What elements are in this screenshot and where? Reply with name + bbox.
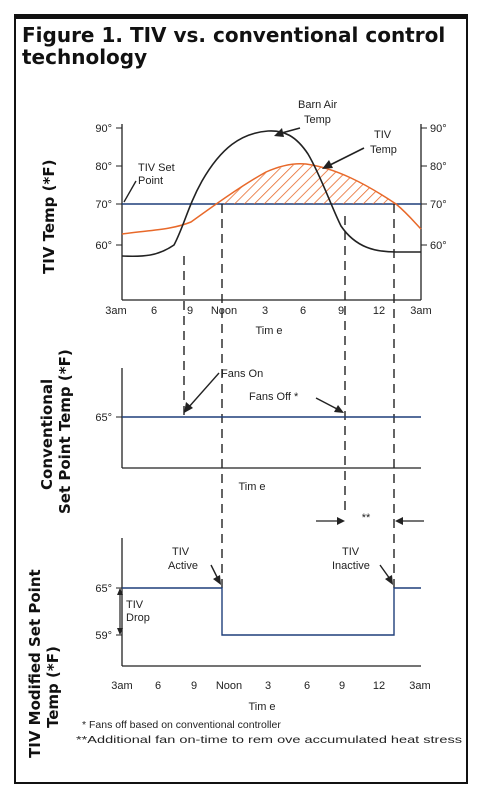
ann-fans-on-arrow [187,372,220,409]
p1-ytick-60-right: 60° [430,240,447,252]
top-rule [16,16,466,19]
p1-xtick-3am: 3am [105,305,126,317]
p3-xtick-6pm: 6 [304,680,310,692]
footnote-2: **Additional fan on-time to rem ove accu… [76,734,462,746]
p3-xtick-12: 12 [373,680,385,692]
p3-ytick-59: 59° [95,630,112,642]
tiv-temp-curve [121,162,422,235]
ann-tiv-active-2: Active [168,560,198,572]
p1-xtick-9: 9 [187,305,193,317]
p1-xtick-3am-end: 3am [410,305,431,317]
p1-xtick-6: 6 [151,305,157,317]
ann-tiv-temp-1: TIV [374,129,392,141]
p3-xtick-3am-end: 3am [409,680,430,692]
p2-ylabel-1: Conventional [38,379,56,490]
p1-ytick-60-left: 60° [95,240,112,252]
p1-xlabel: Tim e [255,325,282,337]
ann-tiv-arrowhead [322,160,333,169]
tiv-drop-1: TIV [126,599,144,611]
p1-ytick-90-right: 90° [430,123,447,135]
p3-setpoint-profile [122,587,421,636]
p3-xticks: 3am 6 9 Noon 3 6 9 12 3am [111,680,430,692]
ann-tiv-active-1: TIV [172,546,190,558]
p1-yticks-left: 90° 80° 70° 60° [95,123,122,252]
p3-xtick-6: 6 [155,680,161,692]
ann-barn-air-2: Temp [304,114,331,126]
p1-xtick-6pm: 6 [300,305,306,317]
ann-barn-arrowhead [274,128,284,137]
tiv-excess-hatch [216,164,396,204]
ann-tiv-arrow [327,147,365,167]
p1-yticks-right: 90° 80° 70° 60° [421,123,447,252]
barn-air-temp-curve [121,130,421,258]
p1-ytick-90-left: 90° [95,123,112,135]
footnote-1: * Fans off based on conventional control… [82,719,281,731]
p2-ytick-65: 65° [95,412,112,424]
p1-xtick-12: 12 [373,305,385,317]
p1-ytick-70-left: 70° [95,199,112,211]
ann-fans-off-arrow [315,397,340,411]
panel-tiv-modified: 65° 59° TIV Drop TIV Active TIV Inactive… [26,538,431,758]
figure-title: Figure 1. TIV vs. conventional control t… [22,23,446,69]
ann-setpoint-arrow [123,180,137,203]
dashed-guides [183,204,395,591]
ann-fans-on: Fans On [221,368,263,380]
p2-xlabel: Tim e [238,481,265,493]
figure-frame: Figure 1. TIV vs. conventional control t… [14,14,468,784]
p3-xlabel: Tim e [248,701,275,713]
p3-ytick-65: 65° [95,583,112,595]
ann-tiv-inactive-2: Inactive [332,560,370,572]
diagram-canvas: 90° 80° 70° 60° 90° 80° 70° 60° 3am 6 9 [26,99,462,758]
p1-ytick-80-left: 80° [95,161,112,173]
p3-ylabel-1: TIV Modified Set Point [26,569,44,758]
p1-xtick-3: 3 [262,305,268,317]
panel-conventional: 65° Fans On Fans Off * Tim e Conventiona… [38,349,424,525]
panel-tiv-temp: 90° 80° 70° 60° 90° 80° 70° 60° 3am 6 9 [40,99,447,337]
ann-barn-air-1: Barn Air [298,99,337,111]
ann-setpoint-1: TIV Set [138,162,175,174]
tiv-drop-2: Drop [126,612,150,624]
p1-ytick-80-right: 80° [430,161,447,173]
ann-tiv-inactive-1: TIV [342,546,360,558]
p1-xtick-noon: Noon [211,305,237,317]
p3-xtick-9: 9 [191,680,197,692]
p3-ylabel-2: Temp (*F) [44,646,62,728]
p1-xtick-9pm: 9 [338,305,344,317]
p3-xtick-3am: 3am [111,680,132,692]
ann-tiv-temp-2: Temp [370,144,397,156]
p2-ylabel-2: Set Point Temp (*F) [56,349,74,514]
ann-setpoint-2: Point [138,175,163,187]
p1-xticks: 3am 6 9 Noon 3 6 9 12 3am [105,305,431,317]
p3-xtick-9pm: 9 [339,680,345,692]
p1-ytick-70-right: 70° [430,199,447,211]
ann-fans-off: Fans Off * [249,391,299,403]
p1-ylabel: TIV Temp (*F) [40,160,58,274]
p3-xtick-3: 3 [265,680,271,692]
p3-xtick-noon: Noon [216,680,242,692]
interval-mark: ** [362,512,371,524]
